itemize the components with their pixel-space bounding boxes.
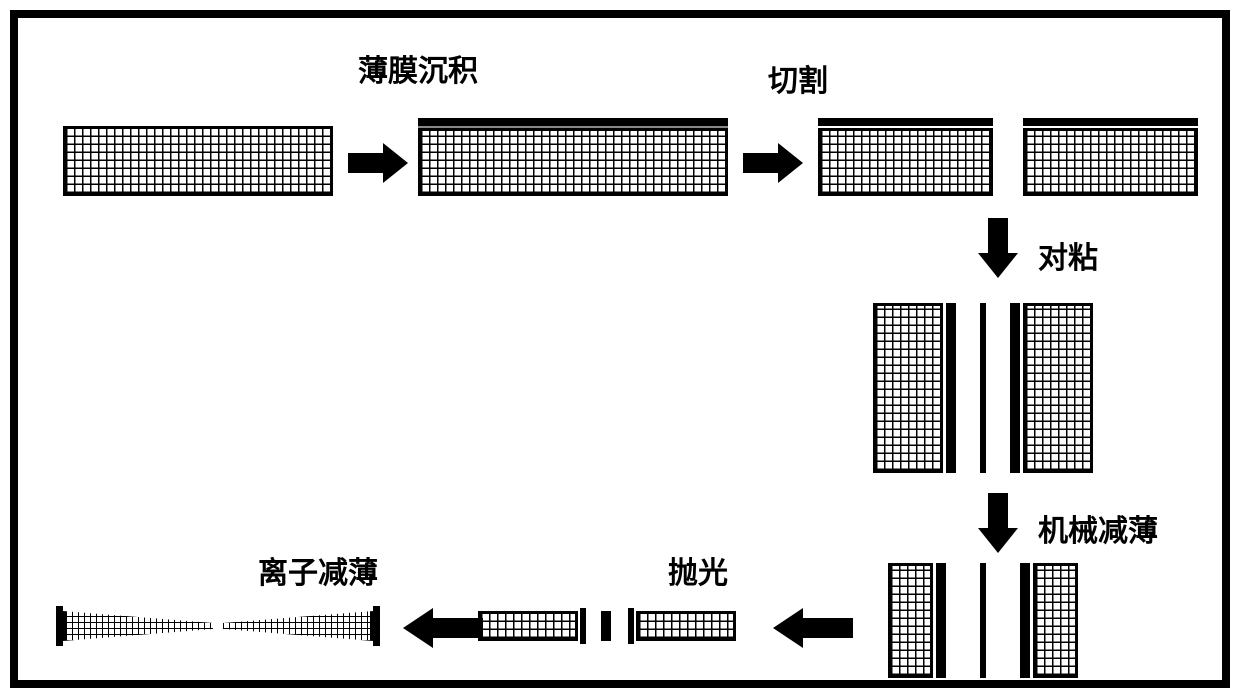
step-substrate [63, 126, 333, 196]
step-thinned-right-film [1020, 563, 1030, 678]
step-cut-right-film [1023, 118, 1198, 126]
step-polished-right [636, 611, 736, 641]
step-thinned-left [888, 563, 933, 678]
step-deposited-film [418, 118, 728, 126]
arrow-2-right [743, 143, 803, 183]
label-ion-thinning: 离子减薄 [258, 548, 378, 592]
diagram-frame: 薄膜沉积 切割 对粘 机械减薄 抛光 离子减薄 [10, 10, 1230, 688]
step-polished-right-film [628, 608, 634, 644]
step-deposited-substrate [418, 128, 728, 196]
label-bonding: 对粘 [1038, 233, 1098, 277]
step-bonded-left [873, 303, 943, 473]
label-deposition: 薄膜沉积 [358, 46, 478, 90]
step-bonded-right [1023, 303, 1093, 473]
step-ion-right-film [373, 606, 380, 646]
step-ion-left-film [56, 606, 63, 646]
arrow-4-down [978, 493, 1018, 553]
step-bonded-center-bar [980, 303, 986, 473]
step-cut-right [1023, 128, 1198, 196]
arrow-1-right [348, 143, 408, 183]
label-mechanical-thinning: 机械减薄 [1038, 506, 1158, 550]
step-cut-left-film [818, 118, 993, 126]
step-bonded-left-film [946, 303, 956, 473]
arrow-6-left [403, 608, 483, 648]
step-bonded-right-film [1010, 303, 1020, 473]
step-polished-left-film [580, 608, 586, 644]
step-ion-wedge-left [63, 611, 213, 641]
arrow-5-left [773, 608, 853, 648]
step-polished-left [478, 611, 578, 641]
step-polished-center-bar [601, 611, 611, 641]
step-thinned-left-film [936, 563, 946, 678]
label-cutting: 切割 [768, 56, 828, 100]
arrow-3-down [978, 218, 1018, 278]
step-thinned-center-bar [980, 563, 986, 678]
step-thinned-right [1033, 563, 1078, 678]
label-polishing: 抛光 [668, 548, 728, 592]
step-cut-left [818, 128, 993, 196]
step-ion-wedge-right [223, 611, 373, 641]
